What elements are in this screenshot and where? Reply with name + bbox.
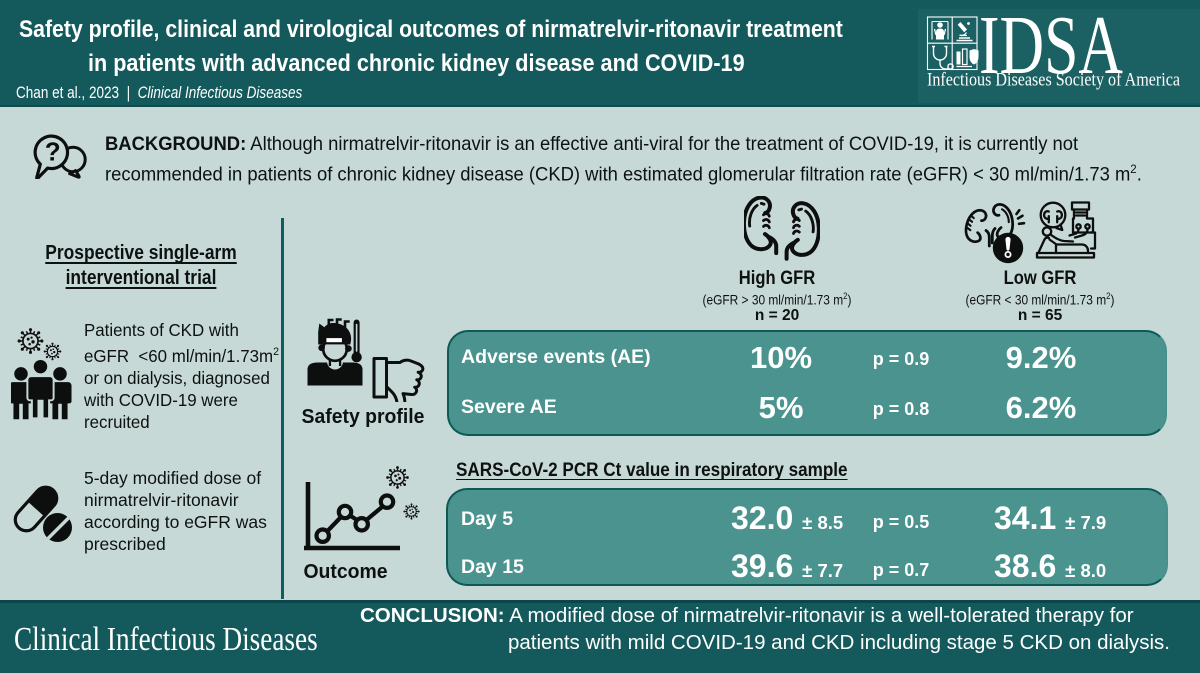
svg-text:?: ? <box>45 137 61 167</box>
svg-text:Infectious Diseases Society of: Infectious Diseases Society of America <box>927 71 1180 91</box>
svg-text:IDSA: IDSA <box>979 9 1123 92</box>
